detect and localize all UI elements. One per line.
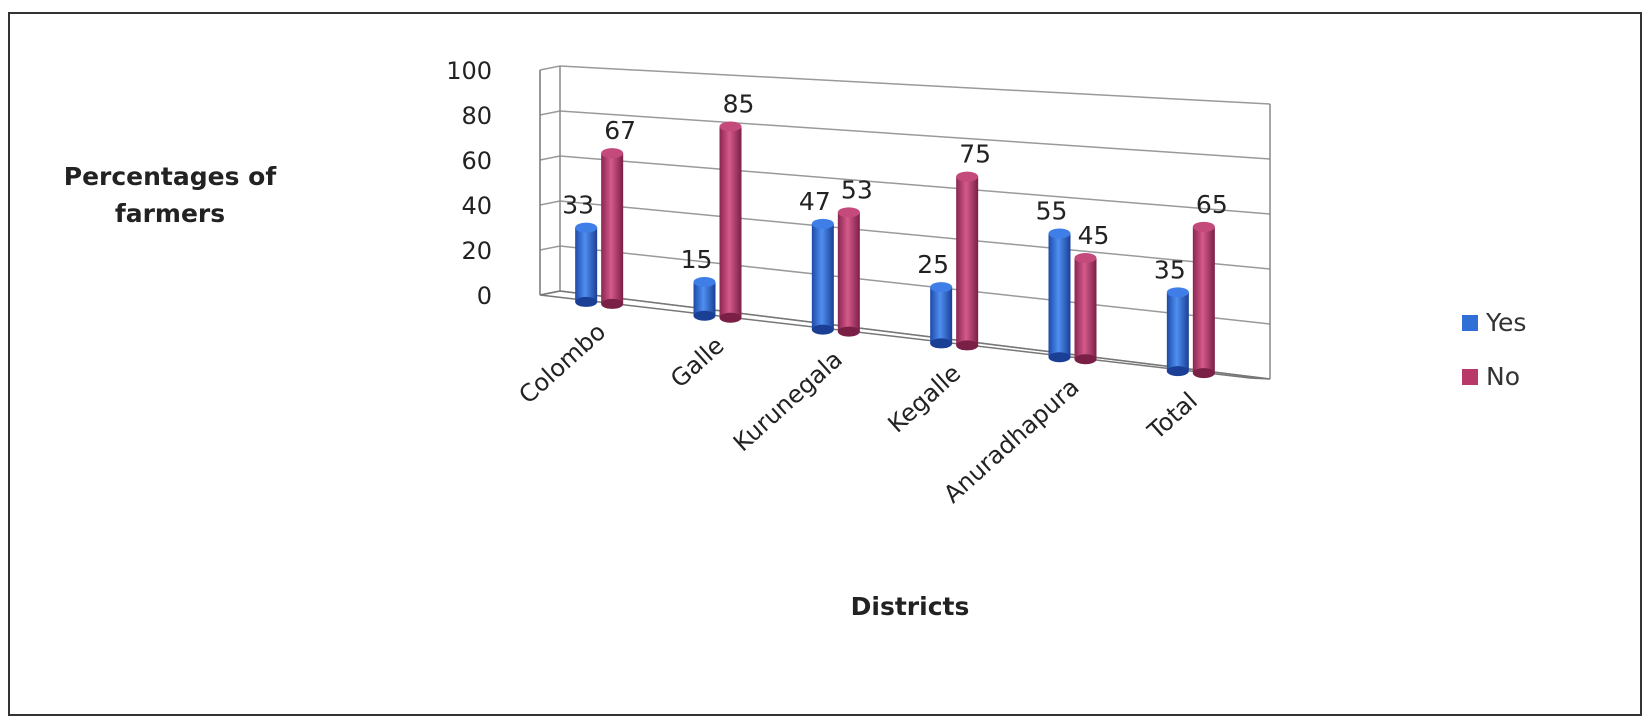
bar-base-yes-kegalle bbox=[930, 338, 953, 349]
bar-yes-total bbox=[1166, 287, 1189, 377]
bar-no-kegalle bbox=[956, 171, 979, 351]
legend-item-yes: Yes bbox=[1462, 308, 1526, 337]
bar-top-no-kurunegala bbox=[837, 207, 860, 218]
bar-base-no-total bbox=[1192, 368, 1215, 379]
bar-top-yes-kurunegala bbox=[811, 218, 834, 229]
y-tick-label-100: 100 bbox=[446, 57, 492, 85]
bar-body-yes-kurunegala bbox=[811, 223, 834, 330]
bar-body-yes-anuradhapura bbox=[1048, 233, 1071, 358]
bar-no-kurunegala bbox=[837, 207, 860, 337]
bar-body-no-total bbox=[1192, 226, 1215, 374]
bar-no-total bbox=[1192, 221, 1215, 379]
bar-yes-galle bbox=[693, 277, 716, 321]
data-label-yes-total: 35 bbox=[1154, 255, 1186, 284]
x-tick-label-colombo: Colombo bbox=[514, 318, 612, 410]
bar-top-no-anuradhapura bbox=[1074, 253, 1097, 263]
bar-body-yes-kegalle bbox=[930, 287, 953, 344]
data-label-no-galle: 85 bbox=[723, 90, 755, 119]
legend-label-no: No bbox=[1486, 362, 1520, 391]
x-tick-label-galle: Galle bbox=[665, 331, 729, 393]
bar-yes-colombo bbox=[575, 222, 598, 307]
data-label-yes-colombo: 33 bbox=[562, 191, 594, 220]
bar-base-yes-colombo bbox=[575, 296, 598, 307]
side-gridline-100 bbox=[539, 65, 561, 71]
bar-yes-anuradhapura bbox=[1048, 228, 1071, 363]
bar-yes-kurunegala bbox=[811, 218, 834, 335]
bar-top-no-galle bbox=[719, 121, 742, 132]
bar-top-yes-colombo bbox=[575, 222, 598, 233]
bar-body-yes-colombo bbox=[575, 227, 598, 302]
bar-base-yes-kurunegala bbox=[811, 324, 834, 335]
bar-no-anuradhapura bbox=[1074, 253, 1097, 365]
bars-layer bbox=[575, 121, 1215, 379]
gridline-40 bbox=[559, 200, 1271, 270]
bar-top-yes-total bbox=[1166, 287, 1189, 298]
side-gridline-40 bbox=[539, 200, 561, 206]
bar-body-no-kurunegala bbox=[837, 212, 860, 332]
bar-top-yes-kegalle bbox=[930, 282, 953, 293]
y-tick-label-0: 0 bbox=[477, 282, 492, 310]
bar-body-yes-total bbox=[1166, 292, 1189, 372]
bar-body-no-colombo bbox=[601, 153, 624, 304]
bar-base-no-colombo bbox=[601, 298, 624, 309]
gridline-20 bbox=[559, 245, 1271, 325]
x-tick-label-anuradhapura: Anuradhapura bbox=[938, 373, 1084, 509]
y-tick-label-40: 40 bbox=[461, 192, 492, 220]
data-label-no-anuradhapura: 45 bbox=[1078, 221, 1110, 250]
y-axis-label: Percentages of farmers bbox=[63, 162, 277, 228]
gridline-60 bbox=[559, 155, 1271, 215]
bar-base-no-anuradhapura bbox=[1074, 354, 1097, 365]
x-axis-label: Districts bbox=[850, 592, 970, 621]
data-label-yes-galle: 15 bbox=[681, 245, 713, 274]
bar-body-yes-galle bbox=[693, 282, 716, 316]
axis-layer bbox=[539, 66, 1271, 380]
legend-swatch-no bbox=[1462, 368, 1478, 385]
data-label-no-colombo: 67 bbox=[604, 116, 636, 145]
labels-layer: 0 20 40 60 80 100 33 67 Colombo 15 85 Galle 47 53 Kuru… bbox=[446, 57, 1228, 509]
bar-body-no-anuradhapura bbox=[1074, 258, 1097, 360]
floor-plane bbox=[539, 290, 1271, 380]
legend: Yes No bbox=[1462, 308, 1526, 416]
bar-top-no-kegalle bbox=[956, 171, 979, 182]
bar-base-no-kurunegala bbox=[837, 326, 860, 337]
side-gridline-80 bbox=[539, 110, 561, 116]
legend-swatch-yes bbox=[1462, 314, 1478, 331]
gridline-80 bbox=[559, 110, 1271, 160]
bar-base-yes-anuradhapura bbox=[1048, 352, 1071, 363]
legend-item-no: No bbox=[1462, 362, 1526, 391]
x-tick-label-kegalle: Kegalle bbox=[883, 359, 967, 438]
data-label-yes-kegalle: 25 bbox=[917, 250, 949, 279]
data-label-yes-kurunegala: 47 bbox=[799, 187, 831, 216]
x-tick-label-total: Total bbox=[1142, 387, 1203, 446]
side-gridline-60 bbox=[539, 155, 561, 161]
data-label-no-total: 65 bbox=[1196, 190, 1228, 219]
bar-no-galle bbox=[719, 121, 742, 323]
grid-layer bbox=[539, 65, 1271, 380]
y-tick-label-80: 80 bbox=[461, 102, 492, 130]
bar-body-no-kegalle bbox=[956, 176, 979, 346]
bar-base-yes-total bbox=[1166, 366, 1189, 377]
gridline-100 bbox=[559, 65, 1271, 105]
y-tick-label-60: 60 bbox=[461, 147, 492, 175]
data-label-no-kurunegala: 53 bbox=[841, 175, 873, 204]
data-label-yes-anuradhapura: 55 bbox=[1036, 197, 1068, 226]
bar-top-yes-galle bbox=[693, 277, 716, 287]
bar-base-no-kegalle bbox=[956, 340, 979, 351]
data-label-no-kegalle: 75 bbox=[959, 140, 991, 169]
bar-no-colombo bbox=[601, 148, 624, 309]
bar-top-no-colombo bbox=[601, 148, 624, 159]
y-tick-label-20: 20 bbox=[461, 237, 492, 265]
bar-base-no-galle bbox=[719, 312, 742, 323]
side-gridline-20 bbox=[539, 245, 561, 251]
bar-body-no-galle bbox=[719, 126, 742, 318]
legend-label-yes: Yes bbox=[1486, 308, 1527, 337]
bar-base-yes-galle bbox=[693, 310, 716, 321]
bar-top-no-total bbox=[1192, 221, 1215, 232]
bar-top-yes-anuradhapura bbox=[1048, 228, 1071, 239]
x-tick-label-kurunegala: Kurunegala bbox=[728, 345, 848, 457]
bar-yes-kegalle bbox=[930, 282, 953, 349]
